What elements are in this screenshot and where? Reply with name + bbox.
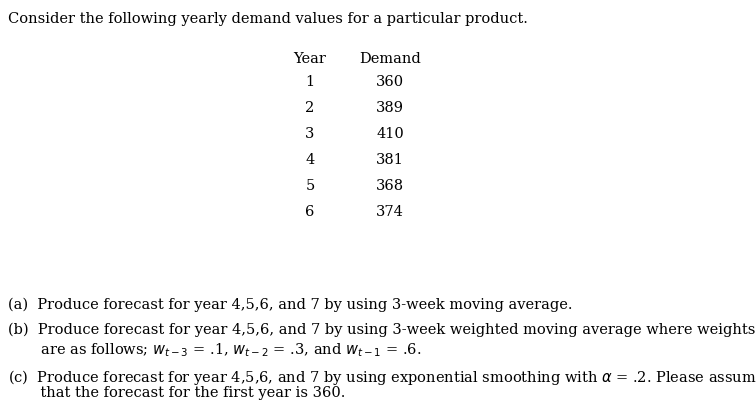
Text: 1: 1 xyxy=(305,75,314,89)
Text: that the forecast for the first year is 360.: that the forecast for the first year is … xyxy=(8,386,345,400)
Text: Demand: Demand xyxy=(359,52,421,66)
Text: Consider the following yearly demand values for a particular product.: Consider the following yearly demand val… xyxy=(8,12,528,26)
Text: 410: 410 xyxy=(376,127,404,141)
Text: 360: 360 xyxy=(376,75,404,89)
Text: 368: 368 xyxy=(376,179,404,193)
Text: Year: Year xyxy=(293,52,327,66)
Text: 5: 5 xyxy=(305,179,314,193)
Text: 381: 381 xyxy=(376,153,404,167)
Text: 2: 2 xyxy=(305,101,314,115)
Text: 3: 3 xyxy=(305,127,314,141)
Text: 374: 374 xyxy=(376,205,404,219)
Text: (b)  Produce forecast for year 4,5,6, and 7 by using 3-week weighted moving aver: (b) Produce forecast for year 4,5,6, and… xyxy=(8,323,755,337)
Text: 6: 6 xyxy=(305,205,314,219)
Text: 4: 4 xyxy=(305,153,314,167)
Text: (c)  Produce forecast for year 4,5,6, and 7 by using exponential smoothing with : (c) Produce forecast for year 4,5,6, and… xyxy=(8,368,756,387)
Text: 389: 389 xyxy=(376,101,404,115)
Text: (a)  Produce forecast for year 4,5,6, and 7 by using 3-week moving average.: (a) Produce forecast for year 4,5,6, and… xyxy=(8,298,572,312)
Text: are as follows; $w_{t-3}$ = .1, $w_{t-2}$ = .3, and $w_{t-1}$ = .6.: are as follows; $w_{t-3}$ = .1, $w_{t-2}… xyxy=(8,341,421,359)
